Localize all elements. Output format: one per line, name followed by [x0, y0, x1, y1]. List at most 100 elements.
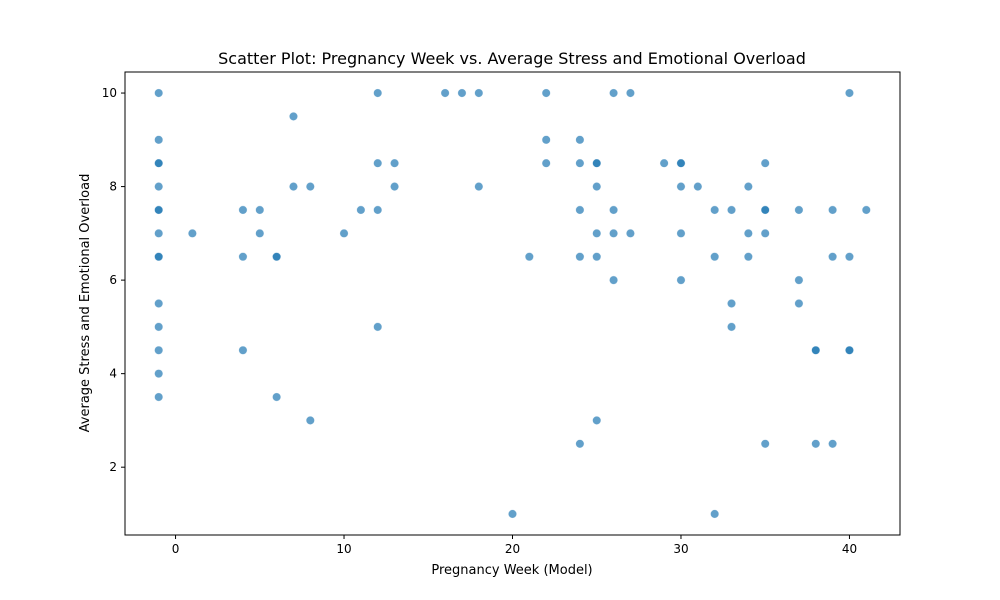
data-point	[760, 228, 770, 238]
data-point	[844, 88, 854, 98]
data-point	[154, 88, 164, 98]
data-point	[238, 252, 248, 262]
data-point	[693, 182, 703, 192]
data-point	[154, 158, 164, 168]
data-point	[541, 135, 551, 145]
data-point	[154, 392, 164, 402]
data-point	[154, 182, 164, 192]
data-point	[288, 111, 298, 121]
data-point	[727, 298, 737, 308]
data-point	[272, 392, 282, 402]
data-point	[760, 439, 770, 449]
data-point	[659, 158, 669, 168]
data-point	[609, 205, 619, 215]
y-tick-label: 4	[109, 367, 117, 381]
data-points	[154, 88, 871, 519]
data-point	[575, 439, 585, 449]
data-point	[710, 205, 720, 215]
data-point	[676, 228, 686, 238]
y-tick-label: 6	[109, 273, 117, 287]
data-point	[710, 252, 720, 262]
x-tick-label: 10	[336, 542, 351, 556]
data-point	[592, 252, 602, 262]
data-point	[154, 252, 164, 262]
data-point	[373, 88, 383, 98]
data-point	[575, 158, 585, 168]
data-point	[811, 345, 821, 355]
data-point	[507, 509, 517, 519]
data-point	[794, 275, 804, 285]
y-axis-label: Average Stress and Emotional Overload	[78, 174, 93, 433]
data-point	[828, 439, 838, 449]
data-point	[440, 88, 450, 98]
data-point	[154, 345, 164, 355]
x-tick-label: 20	[505, 542, 520, 556]
data-point	[676, 182, 686, 192]
data-point	[844, 252, 854, 262]
y-tick-label: 2	[109, 460, 117, 474]
plot-frame	[124, 71, 901, 536]
data-point	[743, 252, 753, 262]
data-point	[844, 345, 854, 355]
data-point	[474, 88, 484, 98]
data-point	[524, 252, 534, 262]
data-point	[373, 205, 383, 215]
data-point	[811, 439, 821, 449]
data-point	[305, 182, 315, 192]
data-point	[356, 205, 366, 215]
data-point	[373, 322, 383, 332]
data-point	[592, 415, 602, 425]
data-point	[390, 158, 400, 168]
data-point	[373, 158, 383, 168]
x-tick-label: 0	[172, 542, 180, 556]
data-point	[474, 182, 484, 192]
y-tick-label: 10	[102, 86, 117, 100]
data-point	[457, 88, 467, 98]
data-point	[339, 228, 349, 238]
data-point	[794, 205, 804, 215]
data-point	[625, 228, 635, 238]
x-tick-label: 30	[673, 542, 688, 556]
chart-title: Scatter Plot: Pregnancy Week vs. Average…	[218, 49, 806, 68]
data-point	[390, 182, 400, 192]
x-tick-label: 40	[842, 542, 857, 556]
data-point	[154, 228, 164, 238]
data-point	[828, 205, 838, 215]
data-point	[541, 158, 551, 168]
data-point	[592, 158, 602, 168]
data-point	[609, 275, 619, 285]
data-point	[676, 158, 686, 168]
x-axis: 0 10 20 30 40	[172, 535, 857, 556]
data-point	[154, 205, 164, 215]
data-point	[609, 88, 619, 98]
data-point	[609, 228, 619, 238]
data-point	[305, 415, 315, 425]
data-point	[828, 252, 838, 262]
data-point	[710, 509, 720, 519]
data-point	[154, 135, 164, 145]
data-point	[255, 205, 265, 215]
data-point	[592, 182, 602, 192]
data-point	[154, 322, 164, 332]
data-point	[760, 158, 770, 168]
data-point	[743, 182, 753, 192]
y-tick-label: 8	[109, 180, 117, 194]
data-point	[238, 205, 248, 215]
data-point	[861, 205, 871, 215]
data-point	[238, 345, 248, 355]
data-point	[575, 135, 585, 145]
data-point	[272, 252, 282, 262]
data-point	[154, 369, 164, 379]
data-point	[575, 205, 585, 215]
data-point	[794, 298, 804, 308]
data-point	[154, 298, 164, 308]
data-point	[575, 252, 585, 262]
data-point	[727, 322, 737, 332]
data-point	[592, 228, 602, 238]
y-axis: 2 4 6 8 10	[102, 86, 125, 474]
data-point	[288, 182, 298, 192]
data-point	[676, 275, 686, 285]
data-point	[187, 228, 197, 238]
data-point	[760, 205, 770, 215]
